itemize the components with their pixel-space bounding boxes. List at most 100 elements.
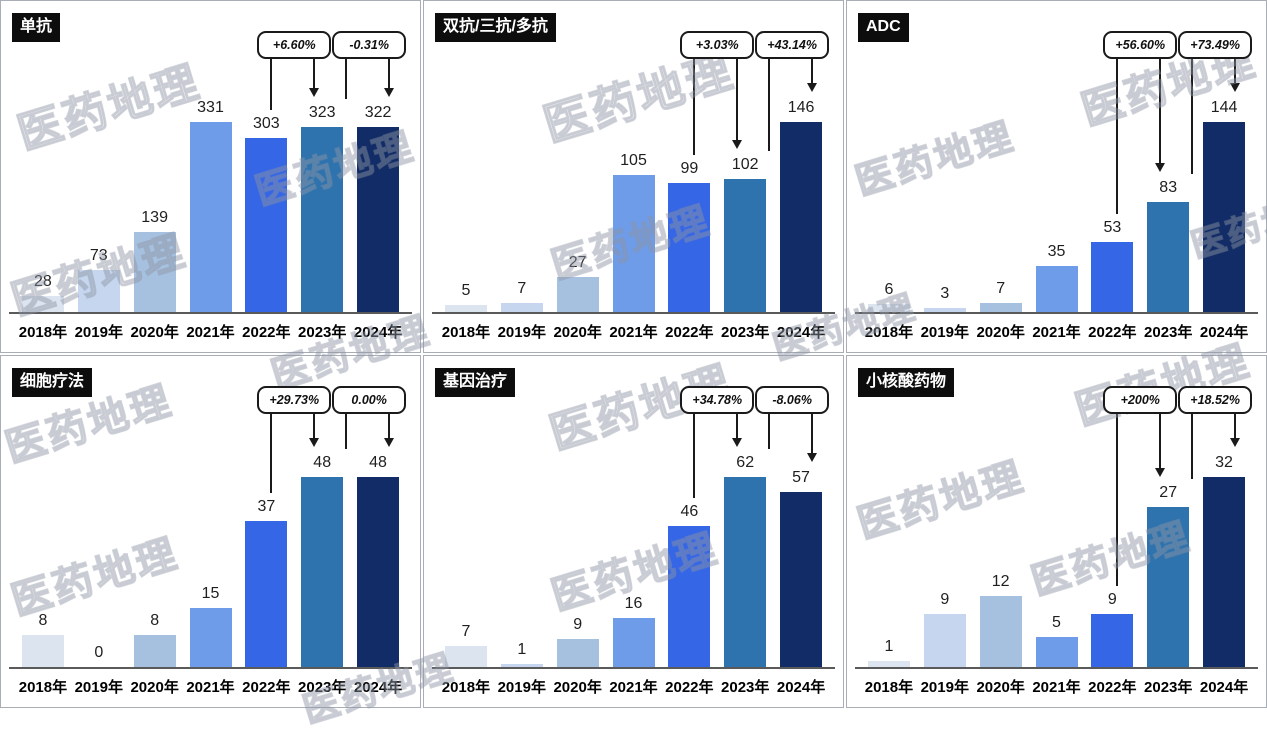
chart-plot-area: 8 2018年 0 2019年 8 2020年 15 2021年 37 2022年 48 2023年 4…: [1, 356, 420, 707]
bar-value-label: 8: [150, 612, 160, 630]
bar-value-label: 1: [884, 638, 894, 656]
annotation-arrow-line: [1234, 57, 1237, 83]
bar-value-label: 37: [257, 497, 276, 515]
bar-value-label: 27: [1159, 483, 1178, 501]
x-axis-label: 2024年: [776, 324, 826, 341]
bar: [357, 127, 400, 312]
x-axis-label: 2021年: [1032, 679, 1081, 696]
bar: [189, 607, 232, 667]
x-axis-label: 2018年: [441, 679, 491, 696]
x-axis-label: 2024年: [353, 324, 403, 341]
annotation-arrowhead: [732, 140, 743, 150]
bar-value-label: 5: [1052, 614, 1061, 632]
annotation-arrow-line: [388, 57, 391, 89]
bar-value-label: 105: [620, 152, 647, 170]
bar-value-label: 62: [736, 454, 755, 471]
annotation-arrow-line: [313, 412, 316, 438]
x-axis-label: 2024年: [1199, 324, 1249, 341]
annotation-arrow-line: [736, 412, 739, 438]
bar: [1203, 122, 1246, 312]
bar-value-label: 53: [1103, 219, 1122, 237]
annotation-arrow-line: [736, 57, 739, 141]
x-axis-label: 2023年: [298, 324, 347, 341]
bar-value-label: 303: [252, 115, 280, 133]
bar-value-label: 322: [364, 104, 392, 122]
bar: [867, 661, 910, 667]
bar: [21, 295, 64, 312]
bar-value-label: 9: [940, 590, 950, 608]
growth-annotation: -0.31%: [332, 31, 407, 59]
annotation-arrowhead: [309, 438, 320, 447]
bar: [1035, 637, 1078, 667]
x-axis-label: 2020年: [130, 324, 179, 341]
bar: [668, 526, 711, 667]
bar: [1035, 265, 1078, 312]
x-axis-label: 2020年: [553, 679, 602, 696]
bar-value-label: 144: [1210, 99, 1238, 116]
growth-annotation: +3.03%: [680, 31, 755, 59]
bar: [133, 635, 176, 667]
bar: [245, 138, 288, 312]
bar-value-label: 99: [680, 160, 699, 178]
bar-value-label: 9: [573, 616, 583, 634]
annotation-connector-line: [1191, 57, 1194, 175]
x-axis: [855, 667, 1258, 669]
x-axis-label: 2019年: [497, 679, 546, 696]
bar-value-label: 331: [197, 99, 224, 116]
x-axis-label: 2021年: [186, 679, 235, 696]
bar: [612, 617, 655, 667]
bar-value-label: 3: [940, 285, 950, 303]
bar: [668, 183, 711, 312]
x-axis: [855, 312, 1258, 314]
x-axis-label: 2019年: [497, 324, 546, 341]
bar: [556, 276, 599, 312]
bar-value-label: 7: [996, 279, 1006, 297]
bar: [923, 308, 966, 312]
annotation-connector-line: [345, 412, 348, 449]
x-axis-label: 2019年: [74, 679, 123, 696]
annotation-connector-line: [1191, 412, 1194, 479]
growth-annotation: +29.73%: [257, 386, 332, 414]
bar-value-label: 46: [680, 503, 699, 521]
growth-annotation: +6.60%: [257, 31, 332, 59]
bar: [923, 613, 966, 667]
annotation-connector-line: [693, 412, 696, 499]
chart-title-badge: 基因治疗: [435, 368, 516, 397]
x-axis-label: 2022年: [665, 324, 714, 341]
bar: [556, 639, 599, 667]
x-axis-label: 2020年: [976, 324, 1025, 341]
x-axis-label: 2024年: [1199, 679, 1249, 696]
bar-value-label: 5: [461, 282, 471, 300]
bar: [612, 175, 655, 312]
chart-title-badge: 单抗: [12, 13, 61, 42]
bar: [500, 663, 543, 667]
x-axis-label: 2018年: [18, 324, 68, 341]
chart-panel-mab: 单抗 28 2018年 73 2019年 139 2020年 331 2021年 303 2022…: [0, 0, 421, 353]
annotation-arrowhead: [732, 438, 743, 447]
annotation-arrow-line: [1159, 57, 1162, 164]
bar: [780, 122, 823, 312]
annotation-arrowhead: [1230, 83, 1241, 92]
bar: [245, 520, 288, 667]
x-axis-label: 2019年: [74, 324, 123, 341]
bar: [1091, 613, 1134, 667]
x-axis-label: 2023年: [298, 679, 347, 696]
annotation-connector-line: [345, 57, 348, 99]
x-axis-label: 2020年: [553, 324, 602, 341]
x-axis: [432, 667, 835, 669]
x-axis-label: 2023年: [1144, 324, 1193, 341]
x-axis-label: 2024年: [776, 679, 826, 696]
chart-title-badge: 细胞疗法: [12, 368, 93, 397]
bar: [77, 270, 120, 312]
growth-annotation: +43.14%: [755, 31, 830, 59]
bar-value-label: 57: [792, 469, 810, 487]
bar-value-label: 6: [884, 281, 894, 299]
bar-value-label: 0: [94, 644, 104, 661]
x-axis-label: 2019年: [920, 324, 969, 341]
bar-value-label: 73: [89, 247, 108, 265]
bar: [1147, 506, 1190, 667]
x-axis-label: 2022年: [242, 324, 291, 341]
bar-value-label: 15: [201, 584, 220, 602]
bar-value-label: 102: [731, 156, 759, 174]
bar: [357, 477, 400, 667]
